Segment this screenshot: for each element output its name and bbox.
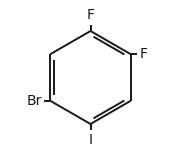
Text: F: F [139,47,147,61]
Text: Br: Br [26,94,42,108]
Text: I: I [89,133,92,146]
Text: F: F [87,9,94,22]
